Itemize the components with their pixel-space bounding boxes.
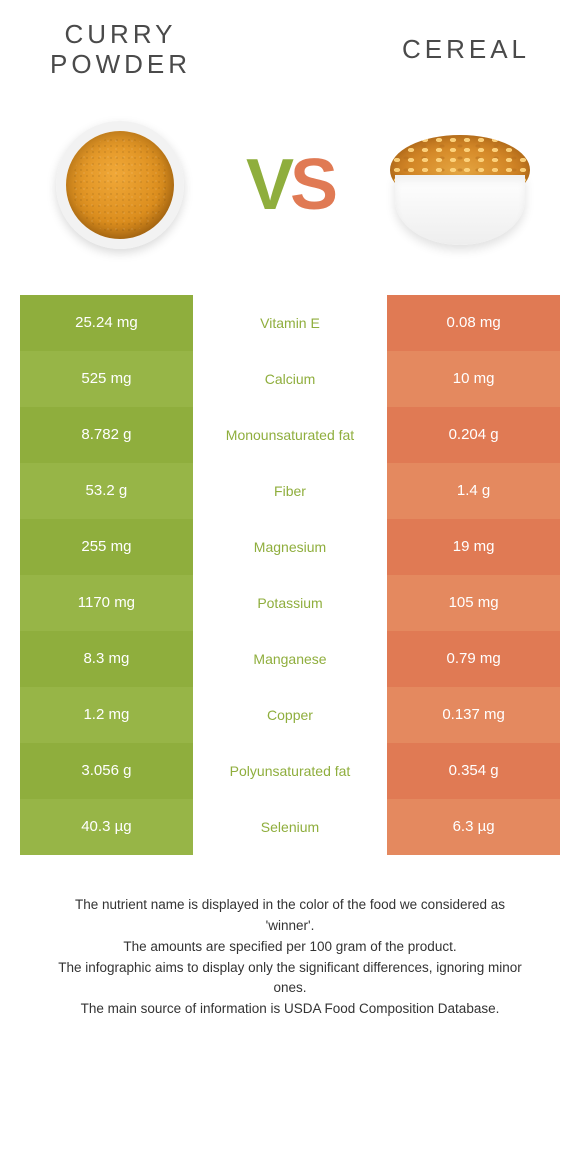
right-value: 0.354 g [387, 743, 560, 799]
left-value: 1.2 mg [20, 687, 193, 743]
table-row: 8.782 gMonounsaturated fat0.204 g [20, 407, 560, 463]
right-value: 105 mg [387, 575, 560, 631]
table-row: 525 mgCalcium10 mg [20, 351, 560, 407]
right-value: 1.4 g [387, 463, 560, 519]
title-row: CURRY POWDER CEREAL [20, 20, 560, 80]
nutrient-name: Copper [193, 687, 387, 743]
table-row: 40.3 µgSelenium6.3 µg [20, 799, 560, 855]
footnote-line: The main source of information is USDA F… [50, 999, 530, 1020]
curry-powder-icon [56, 121, 184, 249]
vs-label: VS [246, 144, 334, 226]
left-value: 25.24 mg [20, 295, 193, 351]
nutrient-name: Monounsaturated fat [193, 407, 387, 463]
footnotes: The nutrient name is displayed in the co… [20, 855, 560, 1021]
left-value: 1170 mg [20, 575, 193, 631]
right-food-title: CEREAL [402, 35, 530, 65]
right-value: 0.137 mg [387, 687, 560, 743]
right-value: 0.204 g [387, 407, 560, 463]
footnote-line: The amounts are specified per 100 gram o… [50, 937, 530, 958]
table-row: 8.3 mgManganese0.79 mg [20, 631, 560, 687]
vs-s-letter: S [290, 144, 334, 226]
left-value: 40.3 µg [20, 799, 193, 855]
left-value: 8.782 g [20, 407, 193, 463]
table-row: 25.24 mgVitamin E0.08 mg [20, 295, 560, 351]
table-row: 3.056 gPolyunsaturated fat0.354 g [20, 743, 560, 799]
footnote-line: The nutrient name is displayed in the co… [50, 895, 530, 937]
table-row: 53.2 gFiber1.4 g [20, 463, 560, 519]
left-value: 3.056 g [20, 743, 193, 799]
right-value: 6.3 µg [387, 799, 560, 855]
left-food-title: CURRY POWDER [50, 20, 191, 80]
left-value: 53.2 g [20, 463, 193, 519]
nutrient-name: Manganese [193, 631, 387, 687]
footnote-line: The infographic aims to display only the… [50, 958, 530, 1000]
nutrient-name: Selenium [193, 799, 387, 855]
nutrient-name: Calcium [193, 351, 387, 407]
left-food-image [45, 110, 195, 260]
right-value: 0.79 mg [387, 631, 560, 687]
right-value: 10 mg [387, 351, 560, 407]
vs-v-letter: V [246, 144, 290, 226]
left-value: 8.3 mg [20, 631, 193, 687]
comparison-table: 25.24 mgVitamin E0.08 mg525 mgCalcium10 … [20, 295, 560, 855]
nutrient-name: Magnesium [193, 519, 387, 575]
right-value: 19 mg [387, 519, 560, 575]
left-value: 255 mg [20, 519, 193, 575]
nutrient-name: Fiber [193, 463, 387, 519]
right-food-image [385, 110, 535, 260]
nutrient-name: Vitamin E [193, 295, 387, 351]
left-value: 525 mg [20, 351, 193, 407]
cereal-icon [385, 125, 535, 245]
nutrient-name: Potassium [193, 575, 387, 631]
table-row: 255 mgMagnesium19 mg [20, 519, 560, 575]
table-row: 1.2 mgCopper0.137 mg [20, 687, 560, 743]
hero-row: VS [20, 80, 560, 295]
nutrient-name: Polyunsaturated fat [193, 743, 387, 799]
table-row: 1170 mgPotassium105 mg [20, 575, 560, 631]
right-value: 0.08 mg [387, 295, 560, 351]
